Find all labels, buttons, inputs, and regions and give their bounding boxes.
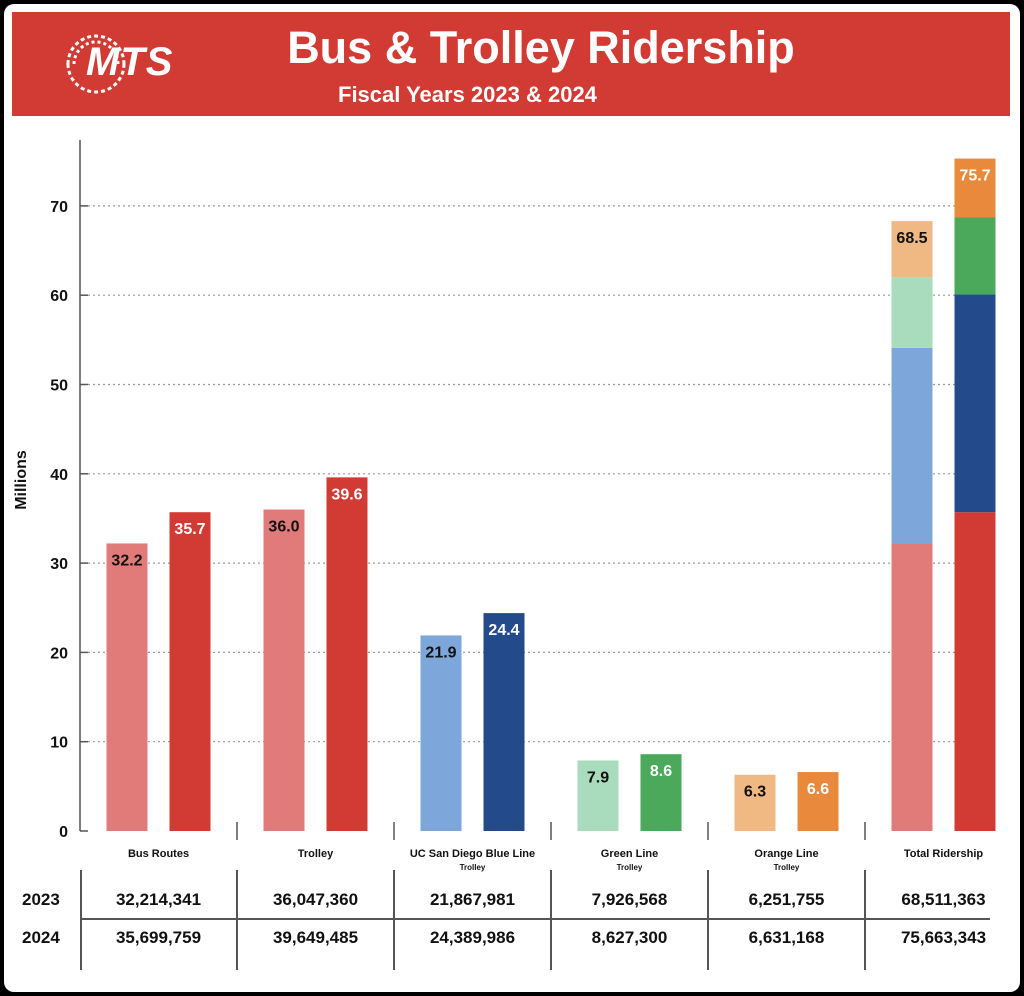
y-tick-label: 0: [59, 824, 68, 841]
category-label: Total Ridership: [904, 848, 984, 860]
category-label: Green Line: [601, 848, 658, 860]
category-label: UC San Diego Blue Line: [410, 848, 535, 860]
table-cell: 8,627,300: [591, 928, 668, 947]
bar-value-label: 68.5: [896, 230, 927, 247]
table-cell: 68,511,363: [901, 890, 986, 909]
category-sublabel: Trolley: [774, 863, 800, 872]
table-cell: 35,699,759: [115, 928, 202, 947]
y-tick-label: 10: [50, 735, 68, 752]
table-cell: 32,214,341: [115, 890, 202, 909]
stacked-segment: [954, 294, 996, 513]
bar-value-label: 7.9: [587, 769, 609, 786]
logo-sunburst-icon: [66, 34, 126, 94]
table-cell: 36,047,360: [272, 890, 359, 909]
table-row-divider: [80, 918, 990, 920]
bar: [263, 509, 305, 831]
ridership-chart: 0 10 20 30 40 50 60 70 Millions 32.2 35.7 Bus Route…: [13, 140, 996, 872]
chart-subtitle: Fiscal Years 2023 & 2024: [338, 82, 597, 107]
category-label: Trolley: [298, 848, 334, 860]
stacked-segment: [891, 221, 933, 278]
category-label: Orange Line: [754, 848, 818, 860]
table-row-year: 2024: [22, 928, 60, 947]
y-tick-label: 50: [50, 378, 68, 395]
bar-value-label: 36.0: [268, 519, 299, 536]
y-tick-label: 30: [50, 556, 68, 573]
title-banner: MTS Bus & Trolley Ridership Fiscal Years…: [12, 12, 1010, 116]
bar-value-label: 39.6: [331, 486, 362, 503]
stacked-segment: [954, 158, 996, 218]
table-cell: 24,389,986: [429, 928, 516, 947]
y-tick-label: 70: [50, 199, 68, 216]
bar: [483, 613, 525, 831]
table-cell: 75,663,343: [900, 928, 987, 947]
table-cell: 6,631,168: [748, 928, 825, 947]
category-label: Bus Routes: [128, 848, 189, 860]
chart-frame: MTS Bus & Trolley Ridership Fiscal Years…: [4, 4, 1020, 992]
bar-value-label: 6.6: [807, 781, 829, 798]
bar: [169, 512, 211, 831]
bar: [577, 760, 619, 831]
logo-text: MTS: [86, 40, 174, 84]
bar-value-label: 8.6: [650, 763, 672, 780]
bar-value-label: 75.7: [959, 168, 990, 185]
table-cell: 21,867,981: [429, 890, 516, 909]
bar-value-label: 24.4: [488, 622, 519, 639]
table-cell: 39,649,485: [272, 928, 359, 947]
stacked-segment: [891, 347, 933, 544]
table-column-divider: [550, 870, 552, 970]
y-tick-label: 60: [50, 288, 68, 305]
bar: [797, 772, 839, 831]
bar: [640, 754, 682, 831]
bar: [326, 477, 368, 831]
y-tick-label: 40: [50, 467, 68, 484]
category-sublabel: Trolley: [460, 863, 486, 872]
table-cell: 7,926,568: [591, 890, 668, 909]
stacked-segment: [954, 217, 996, 295]
bar-value-label: 6.3: [744, 784, 766, 801]
stacked-segment: [891, 277, 933, 348]
table-column-divider: [707, 870, 709, 970]
table-row-year: 2023: [22, 890, 60, 909]
bar: [420, 635, 462, 831]
bar: [106, 543, 148, 831]
table-column-divider: [80, 870, 82, 970]
mts-logo: MTS: [56, 24, 226, 104]
table-column-divider: [864, 870, 866, 970]
y-tick-label: 20: [50, 645, 68, 662]
bar-value-label: 32.2: [111, 552, 142, 569]
category-sublabel: Trolley: [617, 863, 643, 872]
bar: [734, 774, 776, 831]
table-column-divider: [236, 870, 238, 970]
table-column-divider: [393, 870, 395, 970]
y-axis-label: Millions: [13, 450, 30, 510]
chart-title: Bus & Trolley Ridership: [287, 22, 795, 73]
stacked-segment: [954, 512, 996, 831]
bar-value-label: 21.9: [425, 644, 456, 661]
table-cell: 6,251,755: [748, 890, 825, 909]
stacked-segment: [891, 543, 933, 831]
bar-value-label: 35.7: [174, 521, 205, 538]
